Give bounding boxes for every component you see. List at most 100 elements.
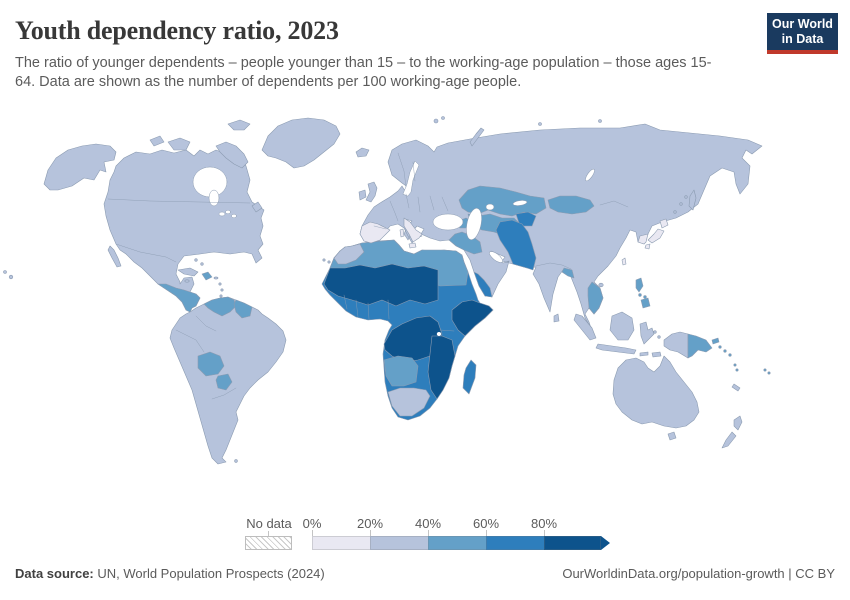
- region-central-america[interactable]: [157, 283, 201, 313]
- eurasia-water: [402, 160, 595, 263]
- region-falkland-islands[interactable]: [234, 459, 238, 463]
- country-borders: [107, 152, 629, 400]
- owid-logo-line1: Our World: [772, 17, 833, 32]
- region-new-zealand[interactable]: [721, 415, 743, 449]
- legend-segment-80-plus[interactable]: [544, 536, 601, 550]
- legend-tick-20: 20%: [356, 516, 384, 531]
- region-tasmania[interactable]: [667, 431, 677, 441]
- legend-bar-tick: [428, 530, 429, 536]
- legend-segment-0-20[interactable]: [312, 536, 370, 550]
- legend-segment-40-60[interactable]: [428, 536, 486, 550]
- region-kuril-islands[interactable]: [673, 195, 688, 214]
- legend-color-bar: [312, 536, 601, 550]
- region-sri-lanka[interactable]: [553, 313, 560, 323]
- region-ellesmere-island[interactable]: [227, 119, 251, 131]
- region-west-new-guinea[interactable]: [663, 331, 689, 359]
- region-canary-islands[interactable]: [322, 258, 331, 264]
- region-solomon-islands[interactable]: [711, 337, 732, 357]
- region-sulawesi[interactable]: [639, 321, 655, 345]
- region-mozambique-tanzania[interactable]: [427, 335, 456, 400]
- legend-bar-tick: [312, 530, 313, 536]
- region-hawaii[interactable]: [3, 270, 14, 280]
- region-bahamas[interactable]: [194, 258, 204, 266]
- region-cuba[interactable]: [177, 267, 199, 277]
- region-java[interactable]: [595, 343, 637, 355]
- region-iberia[interactable]: [359, 221, 391, 244]
- legend-no-data-label: No data: [246, 516, 292, 531]
- lake-victoria-water: [436, 332, 442, 336]
- region-hispaniola[interactable]: [201, 271, 213, 281]
- region-newfoundland[interactable]: [251, 201, 263, 213]
- region-namibia-botswana[interactable]: [383, 355, 419, 387]
- data-source-label: Data source:: [15, 566, 94, 581]
- region-philippines[interactable]: [635, 277, 651, 309]
- region-sahel[interactable]: [323, 263, 439, 307]
- region-baffin-island[interactable]: [215, 141, 249, 169]
- legend-tick-40: 40%: [414, 516, 442, 531]
- data-source-text: Data source: UN, World Population Prospe…: [15, 566, 325, 581]
- region-morocco[interactable]: [333, 243, 365, 265]
- data-source-value: UN, World Population Prospects (2024): [93, 566, 325, 581]
- owid-logo-line2: in Data: [781, 31, 824, 46]
- region-south-africa[interactable]: [387, 387, 431, 417]
- region-mongolia[interactable]: [547, 195, 595, 215]
- region-bangladesh[interactable]: [561, 267, 575, 279]
- region-sakhalin[interactable]: [688, 189, 697, 211]
- legend-bar-tick: [486, 530, 487, 536]
- region-united-kingdom[interactable]: [365, 181, 378, 203]
- legend-arrow-tip: [601, 536, 610, 550]
- region-victoria-island[interactable]: [167, 137, 191, 151]
- region-arctic-islands[interactable]: [433, 116, 602, 147]
- legend-tick-0: 0%: [302, 516, 322, 531]
- region-puerto-rico[interactable]: [213, 276, 219, 280]
- legend-bar-tick: [544, 530, 545, 536]
- region-jamaica[interactable]: [184, 279, 190, 283]
- region-baja-california[interactable]: [107, 245, 122, 268]
- region-moluccas[interactable]: [653, 330, 661, 339]
- region-guianas[interactable]: [233, 299, 253, 319]
- legend-bar-tick: [370, 530, 371, 536]
- legend-tick-60: 60%: [472, 516, 500, 531]
- chart-subtitle: The ratio of younger dependents – people…: [15, 55, 712, 91]
- region-somalia[interactable]: [451, 299, 494, 337]
- region-borneo[interactable]: [609, 311, 635, 341]
- region-japan[interactable]: [644, 218, 669, 250]
- legend-no-data-swatch[interactable]: [245, 536, 292, 550]
- page-title: Youth dependency ratio, 2023: [15, 16, 339, 45]
- owid-logo[interactable]: Our World in Data: [767, 13, 838, 54]
- region-sardinia[interactable]: [399, 228, 405, 238]
- footer-attribution: OurWorldinData.org/population-growth | C…: [562, 566, 835, 581]
- region-yemen[interactable]: [473, 271, 493, 298]
- region-fiji[interactable]: [763, 368, 771, 375]
- region-paraguay[interactable]: [215, 373, 233, 391]
- region-australia[interactable]: [612, 355, 700, 429]
- region-iceland[interactable]: [355, 147, 370, 158]
- region-lesser-sunda-islands[interactable]: [639, 351, 662, 358]
- region-south-korea[interactable]: [637, 233, 649, 245]
- region-new-caledonia[interactable]: [731, 383, 741, 392]
- region-alaska[interactable]: [43, 143, 117, 191]
- region-hainan[interactable]: [598, 282, 604, 288]
- region-banks-island[interactable]: [149, 135, 165, 147]
- legend-segment-20-40[interactable]: [370, 536, 428, 550]
- region-greenland[interactable]: [261, 117, 341, 169]
- legend-segment-60-80[interactable]: [486, 536, 544, 550]
- region-sumatra[interactable]: [573, 313, 597, 341]
- region-ireland[interactable]: [358, 189, 367, 201]
- region-north-america[interactable]: [103, 149, 265, 313]
- legend-tick-80: 80%: [530, 516, 558, 531]
- region-laos-cambodia[interactable]: [587, 281, 604, 315]
- region-lesser-antilles[interactable]: [218, 282, 224, 298]
- region-papua-new-guinea[interactable]: [687, 333, 713, 359]
- region-sicily[interactable]: [408, 242, 417, 249]
- chart-footer: Data source: UN, World Population Prospe…: [15, 566, 835, 581]
- hudson-bay-water: [192, 166, 237, 219]
- region-bolivia[interactable]: [197, 351, 225, 377]
- region-afghanistan-pakistan[interactable]: [495, 219, 537, 271]
- region-italy[interactable]: [403, 217, 423, 243]
- region-taiwan[interactable]: [621, 257, 627, 266]
- region-vanuatu[interactable]: [733, 363, 739, 372]
- region-madagascar[interactable]: [462, 359, 477, 395]
